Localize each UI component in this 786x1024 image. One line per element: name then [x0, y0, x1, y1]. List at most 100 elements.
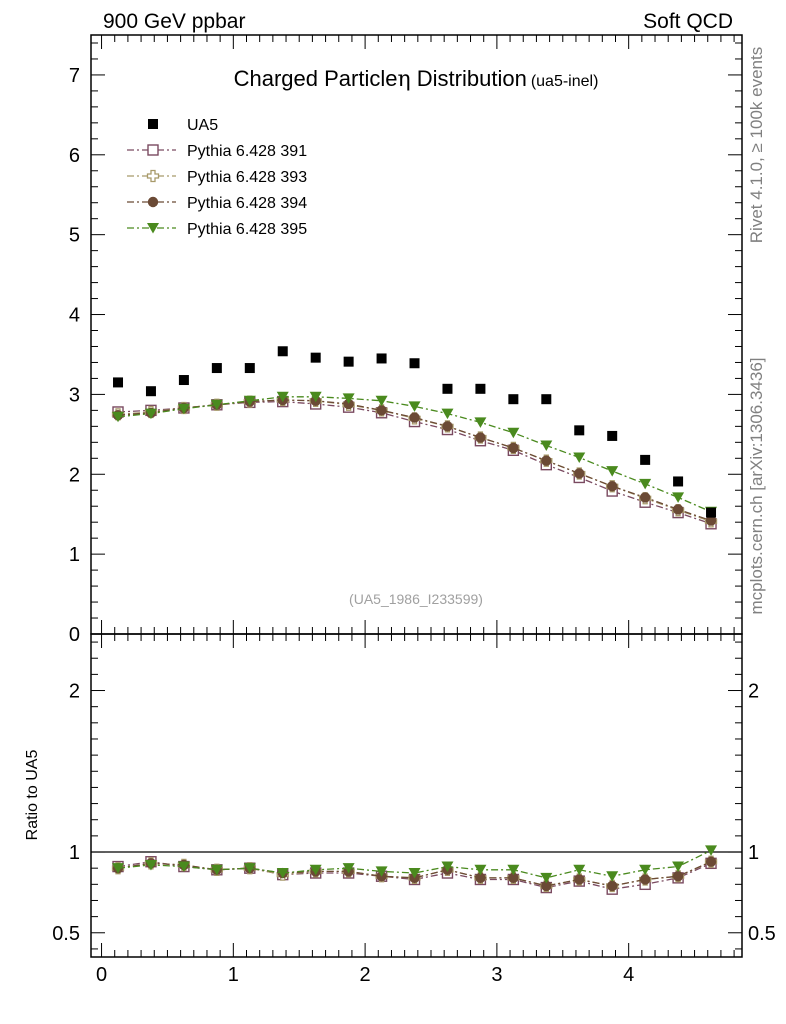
data-point: [211, 363, 222, 374]
legend-marker: [146, 169, 160, 183]
legend: UA5 Pythia 6.428 391 Pythia 6.428 393 Pythi…: [127, 117, 307, 238]
data-point: [112, 411, 125, 423]
ratio-data-point: [408, 868, 421, 879]
main-ytick-label: 6: [69, 145, 80, 167]
legend-marker: [148, 119, 158, 129]
data-point: [673, 476, 684, 487]
ratio-data-point: [243, 863, 256, 874]
ratio-data-point: [474, 864, 487, 876]
main-ytick-label: 4: [69, 305, 80, 327]
legend-marker: [147, 196, 159, 208]
ratio-data-point: [672, 871, 684, 882]
data-point: [409, 412, 420, 423]
data-point: [408, 401, 421, 412]
main-panel: 0 1 2 3 4 5 6 7 Charged Particleη Distribution (u…: [69, 34, 743, 646]
data-point: [442, 383, 453, 394]
ratio-data-point: [705, 845, 718, 856]
data-point: [145, 386, 156, 397]
legend-label: Pythia 6.428 395: [187, 221, 307, 238]
chart-title: Charged Particleη Distribution (ua5-inel): [234, 66, 599, 92]
ratio-data-point: [342, 863, 355, 874]
legend-label: UA5: [187, 117, 218, 134]
data-point: [541, 455, 552, 466]
ratio-ytick-label: 0.5: [52, 923, 80, 945]
ratio-data-point: [144, 859, 157, 871]
main-ytick-label: 3: [69, 384, 80, 406]
main-ytick-label: 0: [69, 624, 80, 646]
ratio-data-point: [541, 880, 552, 892]
ratio-data-point: [540, 872, 553, 884]
legend-label: Pythia 6.428 394: [187, 195, 307, 212]
ratio-data-point: [177, 861, 190, 873]
ratio-data-point: [672, 861, 685, 873]
ratio-ytick-label: 2: [69, 681, 80, 703]
data-point: [343, 398, 354, 410]
data-point: [409, 358, 420, 369]
data-point: [178, 375, 189, 386]
ratio-data-point: [639, 874, 651, 885]
data-point: [475, 432, 486, 443]
series-0: [113, 346, 717, 518]
header-right: Soft QCD: [643, 10, 733, 33]
chart-title-symbol: η: [397, 67, 410, 92]
ratio-data-point: [606, 871, 619, 882]
data-point: [474, 417, 487, 428]
ratio-data-point: [375, 866, 388, 877]
main-ytick-label: 5: [69, 225, 80, 247]
data-point: [574, 468, 585, 479]
ratio-ytick-label-right: 0.5: [748, 923, 776, 945]
data-point: [705, 515, 717, 526]
data-point: [113, 377, 124, 388]
ratio-data-point: [210, 864, 223, 876]
ratio-xtick-label: 0: [96, 964, 107, 986]
data-point: [243, 395, 256, 407]
data-point: [310, 352, 321, 363]
ratio-ytick-label: 1: [69, 842, 80, 864]
ratio-data-point: [309, 864, 322, 876]
chart-title-rest: Distribution: [411, 66, 527, 91]
series-4: [112, 391, 718, 518]
ratio-data-point: [276, 868, 289, 879]
ratio-xtick-label: 2: [360, 964, 371, 986]
data-point: [375, 395, 388, 407]
legend-label: Pythia 6.428 391: [187, 143, 307, 160]
header-left: 900 GeV ppbar: [103, 10, 245, 33]
ratio-ytick-label-right: 2: [748, 681, 759, 703]
data-point: [177, 403, 190, 415]
data-point: [277, 346, 288, 357]
legend-marker: [147, 144, 159, 156]
data-point: [376, 353, 387, 364]
data-point: [606, 481, 618, 492]
main-ytick-label: 7: [69, 65, 80, 87]
side-label-rivet: Rivet 4.1.0, ≥ 100k events: [747, 47, 766, 243]
ratio-series-3: [112, 845, 718, 884]
data-point: [574, 425, 585, 436]
series-3: [112, 394, 717, 526]
data-point: [607, 430, 618, 441]
legend-marker: [147, 223, 159, 234]
data-point: [441, 408, 454, 420]
data-point: [508, 442, 519, 454]
ratio-data-point: [639, 864, 652, 876]
data-point: [244, 363, 255, 374]
data-point: [343, 356, 354, 367]
ratio-data-point: [507, 864, 520, 876]
ratio-panel: 0.5 0.5 1 1 2 2 0 1 2 3 4 Ratio to UA5: [24, 633, 776, 986]
ratio-data-point: [573, 864, 586, 876]
data-point: [210, 399, 223, 411]
chart-title-sub: (ua5-inel): [531, 73, 599, 90]
main-ytick-label: 1: [69, 544, 80, 566]
ratio-xtick-label: 1: [228, 964, 239, 986]
data-point: [706, 507, 717, 518]
data-point: [541, 394, 552, 405]
data-point: [442, 421, 453, 432]
ratio-xtick-label: 3: [491, 964, 502, 986]
ratio-data-point: [705, 856, 717, 867]
legend-label: Pythia 6.428 393: [187, 169, 307, 186]
chart-title-main: Charged Particle: [234, 66, 398, 91]
ratio-data-point: [606, 880, 618, 892]
data-point: [376, 405, 387, 416]
data-point: [475, 383, 486, 394]
